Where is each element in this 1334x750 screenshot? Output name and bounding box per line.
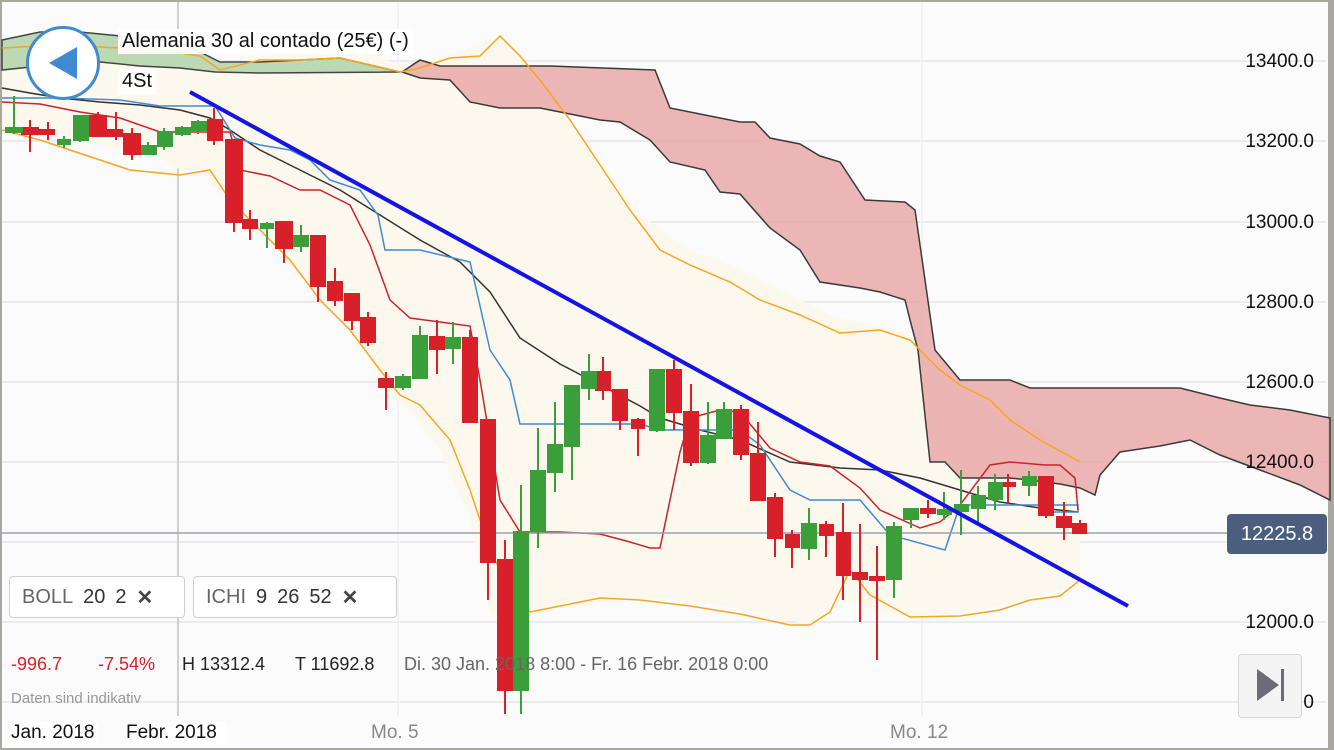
indicator-param: 52	[309, 585, 332, 608]
change-value: -996.7	[11, 654, 63, 674]
indicator-name: ICHI	[206, 585, 246, 608]
indicator-chip-boll[interactable]: BOLL 20 2 ✕	[9, 576, 185, 618]
skip-to-end-icon	[1257, 669, 1284, 701]
bollinger-upper-line	[1, 34, 1081, 463]
high-value: H 13312.4	[182, 654, 266, 674]
y-axis-label: 13400.0	[1245, 51, 1314, 72]
candlesticks	[5, 96, 1087, 714]
x-axis-label: Mo. 12	[890, 722, 949, 743]
close-icon[interactable]: ✕	[341, 586, 359, 609]
bollinger-band-fill	[2, 35, 1080, 625]
y-axis-label: 13000.0	[1245, 212, 1314, 233]
y-axis-label: 12000.0	[1245, 612, 1314, 633]
y-axis-label: 12800.0	[1245, 292, 1314, 313]
back-arrow-icon	[49, 47, 77, 79]
x-axis-label: Jan. 2018	[11, 722, 99, 744]
x-axis-label: Mo. 5	[371, 722, 419, 743]
y-axis-label: 13200.0	[1245, 131, 1314, 152]
interval-label[interactable]: 4St	[118, 68, 157, 95]
close-icon[interactable]: ✕	[136, 586, 154, 609]
chikou-line	[1, 87, 1079, 513]
low-value: T 11692.8	[295, 654, 375, 674]
disclaimer: Daten sind indikativ	[11, 690, 142, 707]
change-percent: -7.54%	[98, 654, 156, 674]
y-axis-label: 0	[1303, 692, 1314, 713]
current-price-badge: 12225.8	[1227, 514, 1327, 554]
x-axis-label: Febr. 2018	[126, 722, 227, 744]
y-axis-label: 12400.0	[1245, 452, 1314, 473]
trendline[interactable]	[189, 90, 1129, 608]
y-axis-label: 12600.0	[1245, 372, 1314, 393]
indicator-param: 9	[256, 585, 268, 608]
indicator-name: BOLL	[22, 585, 74, 608]
skip-to-end-button[interactable]	[1238, 654, 1302, 718]
back-button[interactable]	[26, 26, 100, 100]
indicator-param: 26	[277, 585, 300, 608]
indicator-param: 20	[83, 585, 106, 608]
indicator-param: 2	[115, 585, 127, 608]
ichimoku-cloud-bear	[400, 59, 1331, 502]
instrument-title: Alemania 30 al contado (25€) (-)	[118, 29, 413, 54]
date-range: Di. 30 Jan. 2018 8:00 - Fr. 16 Febr. 201…	[404, 654, 769, 674]
indicator-chip-ichi[interactable]: ICHI 9 26 52 ✕	[193, 576, 397, 618]
